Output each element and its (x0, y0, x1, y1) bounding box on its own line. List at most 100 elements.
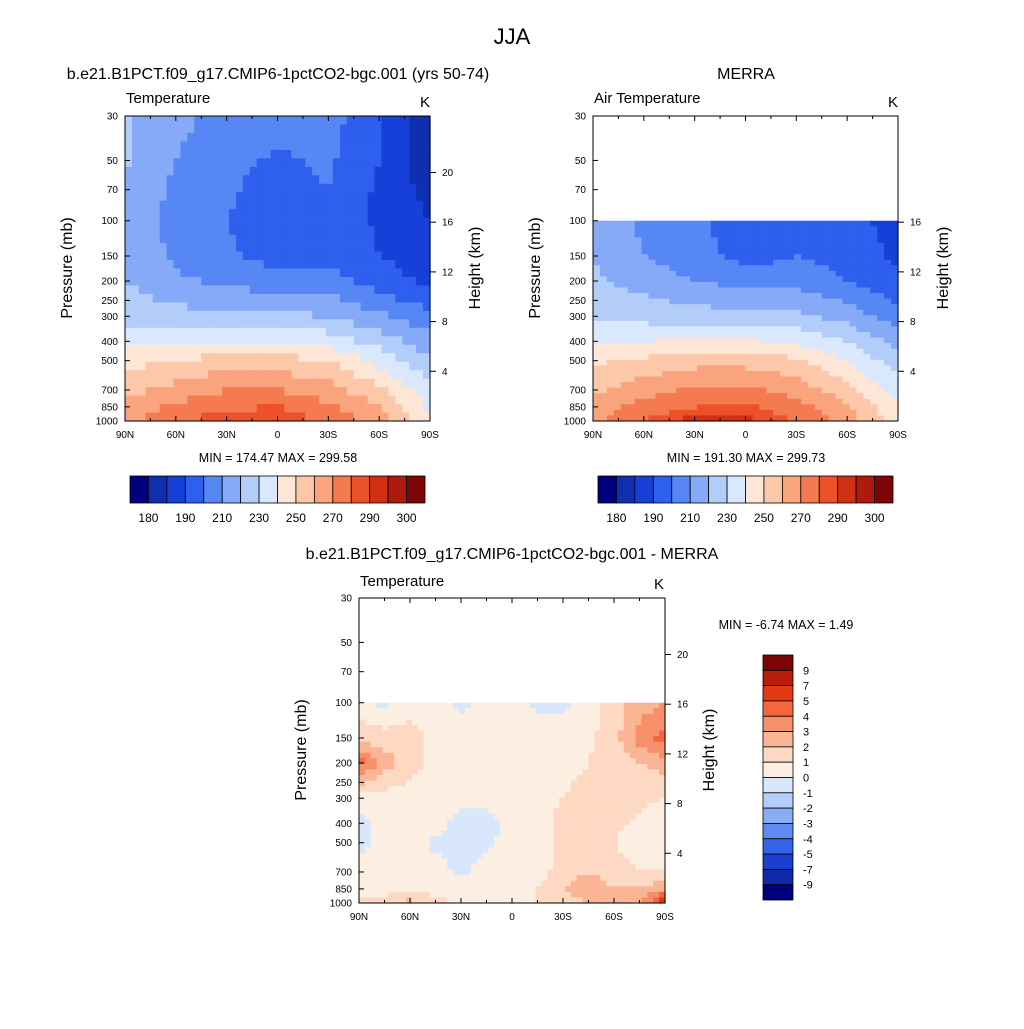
data-cell (635, 365, 643, 371)
data-cell (371, 719, 377, 725)
data-cell (194, 158, 202, 167)
data-cell (565, 714, 571, 720)
data-cell (423, 260, 431, 269)
data-cell (436, 725, 442, 731)
data-cell (381, 328, 389, 337)
data-cell (229, 413, 237, 422)
data-cell (849, 410, 857, 416)
data-cell (208, 277, 216, 286)
data-cell (536, 725, 542, 731)
data-cell (494, 708, 500, 714)
data-cell (690, 354, 698, 360)
data-cell (571, 703, 577, 709)
data-cell (593, 287, 601, 293)
data-cell (752, 332, 760, 338)
colorbar-box (259, 476, 277, 503)
data-cell (340, 209, 348, 218)
data-cell (381, 158, 389, 167)
data-cell (312, 353, 320, 362)
data-cell (333, 260, 341, 269)
data-cell (139, 404, 147, 413)
data-cell (512, 864, 518, 870)
data-cell (418, 842, 424, 848)
data-cell (388, 294, 396, 303)
data-cell (187, 226, 195, 235)
data-cell (139, 235, 147, 244)
data-cell (642, 371, 650, 377)
data-cell (471, 836, 477, 842)
data-cell (752, 276, 760, 282)
data-cell (628, 304, 636, 310)
data-cell (739, 293, 747, 299)
data-cell (655, 343, 663, 349)
data-cell (801, 371, 809, 377)
data-cell (600, 221, 608, 227)
data-cell (746, 332, 754, 338)
data-cell (436, 731, 442, 737)
data-cell (683, 393, 691, 399)
data-cell (500, 808, 506, 814)
data-cell (361, 379, 369, 388)
data-cell (801, 338, 809, 344)
data-cell (732, 243, 740, 249)
data-cell (215, 218, 223, 227)
data-cell (494, 820, 500, 826)
data-cell (524, 758, 530, 764)
data-cell (453, 786, 459, 792)
data-cell (180, 218, 188, 227)
data-cell (447, 797, 453, 803)
data-cell (416, 379, 424, 388)
data-cell (424, 853, 430, 859)
data-cell (829, 249, 837, 255)
data-cell (375, 269, 383, 278)
data-cell (471, 820, 477, 826)
data-cell (628, 338, 636, 344)
data-cell (215, 235, 223, 244)
data-cell (624, 814, 630, 820)
data-cell (732, 393, 740, 399)
data-cell (441, 842, 447, 848)
colorbar-box (278, 476, 296, 503)
data-cell (787, 315, 795, 321)
data-cell (607, 232, 615, 238)
data-cell (780, 299, 788, 305)
data-cell (530, 731, 536, 737)
data-cell (641, 814, 647, 820)
data-cell (642, 237, 650, 243)
data-cell (284, 184, 292, 193)
data-cell (856, 410, 864, 416)
data-cell (388, 742, 394, 748)
data-cell (863, 399, 871, 405)
data-cell (843, 376, 851, 382)
data-cell (829, 399, 837, 405)
data-cell (271, 294, 279, 303)
data-cell (459, 769, 465, 775)
data-cell (870, 237, 878, 243)
data-cell (319, 184, 327, 193)
data-cell (624, 825, 630, 831)
data-cell (305, 294, 313, 303)
data-cell (759, 393, 767, 399)
data-cell (298, 235, 306, 244)
data-cell (593, 343, 601, 349)
data-cell (506, 719, 512, 725)
data-cell (732, 260, 740, 266)
data-cell (167, 311, 175, 320)
data-cell (359, 708, 365, 714)
data-cell (483, 864, 489, 870)
data-cell (500, 870, 506, 876)
data-cell (125, 116, 133, 125)
data-cell (383, 736, 389, 742)
data-cell (180, 192, 188, 201)
data-cell (409, 413, 417, 422)
data-cell (436, 831, 442, 837)
data-cell (500, 842, 506, 848)
data-cell (447, 870, 453, 876)
data-cell (368, 379, 376, 388)
data-cell (571, 775, 577, 781)
data-cell (153, 311, 161, 320)
data-cell (340, 184, 348, 193)
data-cell (257, 201, 265, 210)
data-cell (416, 226, 424, 235)
data-cell (264, 285, 272, 294)
